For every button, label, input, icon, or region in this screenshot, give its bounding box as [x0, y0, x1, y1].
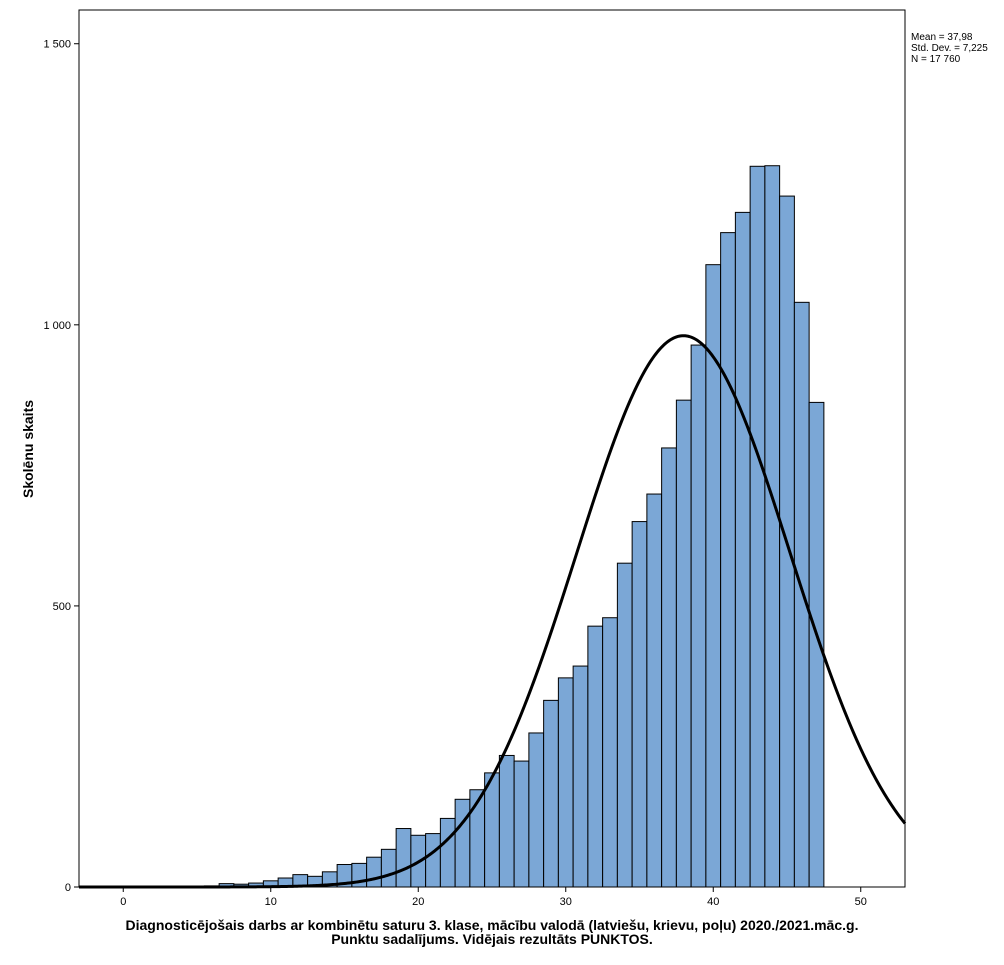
histogram-bar [631, 521, 648, 888]
histogram-bar [380, 848, 397, 888]
histogram-bar [646, 493, 663, 888]
x-axis-title-line-1: Diagnosticējošais darbs ar kombinētu sat… [126, 917, 859, 933]
histogram-bar [749, 165, 766, 888]
histogram-bar [572, 665, 589, 888]
histogram-bar [661, 447, 677, 888]
histogram-bar [425, 833, 441, 888]
histogram-bar [454, 798, 471, 888]
x-tick-label: 20 [412, 896, 424, 908]
y-tick-label: 500 [53, 601, 71, 613]
histogram-bar [734, 211, 751, 888]
histogram-bar [395, 828, 412, 888]
histogram-bar [587, 625, 604, 888]
histogram-bar [602, 617, 618, 888]
histogram-bar [484, 772, 500, 888]
histogram-bar [513, 760, 530, 888]
histogram-bar [366, 856, 382, 888]
x-tick-label: 50 [855, 896, 867, 908]
y-axis-title: Skolēnu skaits [20, 400, 36, 498]
histogram-bar [616, 562, 633, 888]
histogram-bar [557, 677, 574, 888]
histogram-bar [543, 699, 559, 888]
histogram-bar [720, 232, 736, 888]
stats-n: N = 17 760 [911, 54, 961, 65]
histogram-bar [675, 399, 692, 888]
x-axis-title-line-2: Punktu sadalījums. Vidējais rezultāts PU… [331, 931, 653, 947]
x-axis-ticks: 0 10 20 30 40 50 [120, 887, 867, 908]
histogram-bar [528, 732, 545, 888]
histogram-bar [690, 344, 707, 888]
y-tick-label: 0 [65, 882, 71, 894]
histogram-bar [793, 301, 810, 888]
histogram-bars [189, 165, 825, 888]
stats-mean: Mean = 37,98 [911, 32, 973, 43]
histogram-bar [498, 754, 515, 888]
y-tick-label: 1 500 [43, 39, 71, 51]
histogram-bar [764, 165, 781, 888]
x-tick-label: 30 [560, 896, 572, 908]
histogram-bar [439, 817, 456, 888]
y-tick-label: 1 000 [43, 320, 71, 332]
x-tick-label: 0 [120, 896, 126, 908]
x-tick-label: 10 [265, 896, 277, 908]
x-tick-label: 40 [707, 896, 719, 908]
y-axis-ticks: 0 500 1 000 1 500 [43, 39, 79, 894]
stats-std-dev: Std. Dev. = 7,225 [911, 43, 988, 54]
plot-frame [78, 9, 906, 888]
